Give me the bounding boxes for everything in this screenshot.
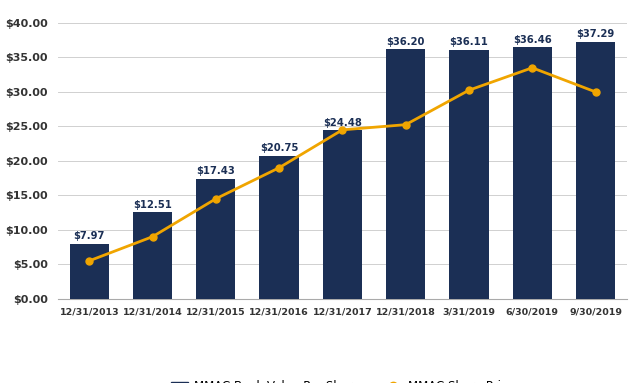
Text: $17.43: $17.43 bbox=[196, 166, 235, 176]
Bar bbox=[133, 213, 172, 299]
Text: $20.75: $20.75 bbox=[260, 143, 298, 153]
Bar bbox=[513, 47, 552, 299]
Text: $36.46: $36.46 bbox=[513, 35, 552, 45]
Bar bbox=[196, 178, 236, 299]
Bar bbox=[323, 130, 362, 299]
Bar bbox=[576, 42, 615, 299]
Bar bbox=[449, 50, 488, 299]
Text: $37.29: $37.29 bbox=[577, 29, 614, 39]
Text: $12.51: $12.51 bbox=[133, 200, 172, 210]
Text: $7.97: $7.97 bbox=[74, 231, 105, 241]
Text: $36.20: $36.20 bbox=[387, 37, 425, 47]
Bar bbox=[70, 244, 109, 299]
Bar bbox=[259, 155, 299, 299]
Legend: MMAC Book Value Per Share, MMAC Share Price: MMAC Book Value Per Share, MMAC Share Pr… bbox=[166, 375, 519, 383]
Bar bbox=[386, 49, 426, 299]
Text: $36.11: $36.11 bbox=[449, 38, 488, 47]
Text: $24.48: $24.48 bbox=[323, 118, 362, 128]
